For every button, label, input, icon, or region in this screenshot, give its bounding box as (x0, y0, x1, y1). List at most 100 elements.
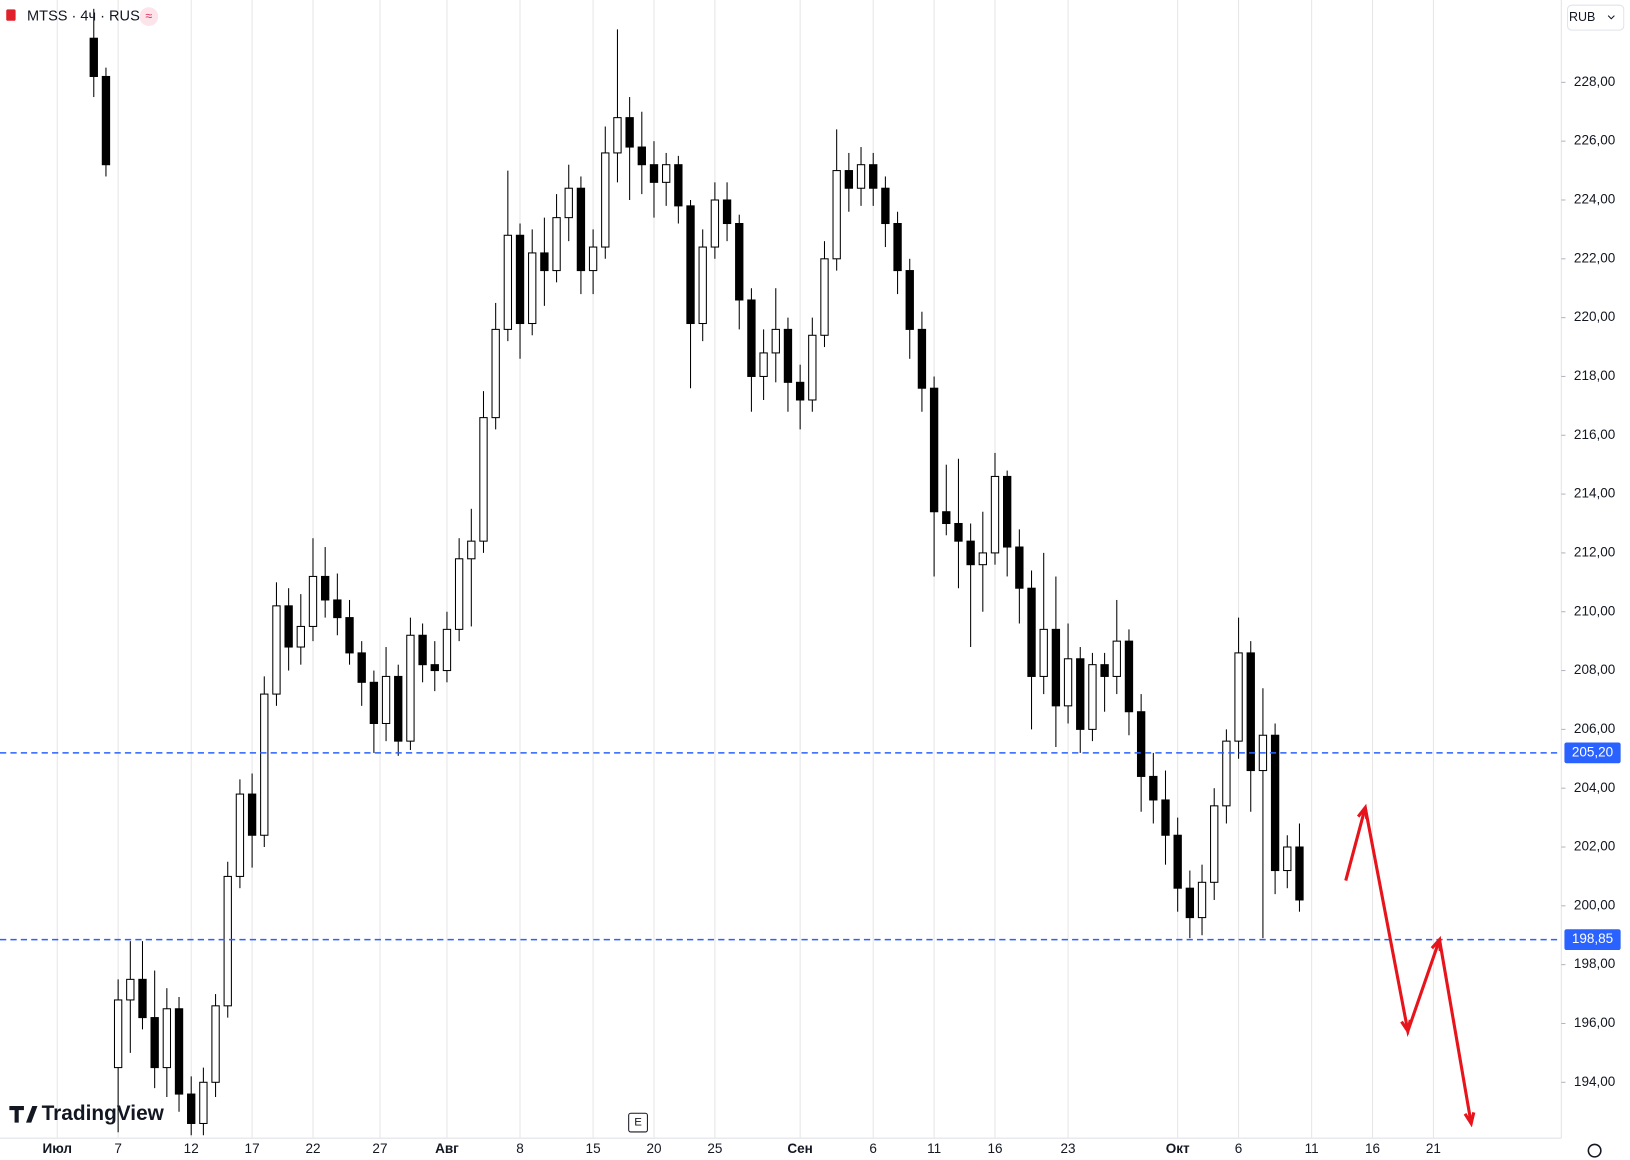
y-tick-label: 226,00 (1574, 133, 1615, 148)
y-tick-label: 222,00 (1574, 250, 1615, 265)
x-tick-label: 20 (646, 1141, 661, 1156)
candle-body (722, 199, 732, 225)
candle-body (832, 170, 841, 260)
y-tick-label: 206,00 (1574, 721, 1615, 736)
candle-body (954, 522, 963, 542)
candle-body (698, 246, 707, 325)
candle-body (576, 187, 586, 272)
candle-body (893, 222, 902, 272)
axes: Июл 7 12 17 22 27 Авг 8 15 20 25 Сен 6 11 16 23 Окт 6 11 16… (42, 74, 1621, 1156)
candle-body (808, 334, 817, 401)
candle-body (601, 152, 610, 248)
candle-body (747, 299, 756, 377)
currency[interactable]: RUB (1569, 10, 1595, 24)
candle-body (1270, 734, 1280, 872)
brand: TradingView (42, 1102, 165, 1125)
candle-body (503, 234, 513, 330)
candle-body (795, 381, 805, 401)
event-marker-box[interactable] (628, 1112, 648, 1133)
candle-body (820, 258, 829, 336)
candle-body (771, 328, 780, 354)
candle-body (1112, 640, 1121, 677)
candle-body (1136, 711, 1146, 777)
candle-body (1173, 834, 1182, 889)
candle-body (223, 875, 232, 1007)
candle-body (917, 328, 927, 389)
candle-body (613, 117, 622, 154)
y-tick-label: 228,00 (1574, 74, 1615, 89)
candle-body (1149, 775, 1158, 801)
y-tick-label: 198,00 (1574, 956, 1615, 971)
candle-body (1003, 475, 1012, 548)
candle-body (929, 387, 939, 513)
candle-body (856, 164, 866, 189)
y-tick-label: 212,00 (1574, 544, 1615, 559)
candle-body (1039, 628, 1048, 677)
y-tick-label: 204,00 (1574, 780, 1615, 795)
candle-body (966, 540, 975, 566)
candle-body (990, 475, 1000, 554)
badge: ≈ (145, 9, 152, 23)
candle-body (89, 37, 98, 77)
candle-body (540, 252, 549, 272)
candle-body (1185, 887, 1195, 919)
candle-body (1027, 587, 1036, 677)
candle-body (881, 187, 890, 225)
x-tick-label: Авг (435, 1141, 459, 1156)
candle-body (1283, 846, 1292, 872)
x-tick-label: 8 (516, 1141, 524, 1156)
candle-body (783, 328, 793, 383)
candle-body (101, 75, 111, 166)
x-tick-label: 27 (372, 1141, 387, 1156)
candle-body (296, 625, 305, 648)
badge-bg (139, 7, 159, 26)
x-tick-label: Окт (1166, 1141, 1190, 1156)
candle-body (418, 634, 427, 666)
candle-body (320, 575, 330, 601)
candle-body (467, 540, 476, 560)
currency-button[interactable] (1567, 4, 1625, 31)
candle-body (174, 1008, 184, 1095)
candle-body (247, 793, 257, 836)
y-tick-label: 220,00 (1574, 309, 1615, 324)
brand-logo (9, 1105, 38, 1123)
x-tick-label: 22 (305, 1141, 320, 1156)
candle-body (759, 352, 768, 377)
candle-body (454, 558, 464, 630)
candle-body (211, 1005, 220, 1083)
plot (0, 8, 1562, 1136)
candle-body (1234, 652, 1243, 742)
candle-body (333, 599, 342, 619)
candle-body (126, 978, 135, 1001)
candle-body (1295, 846, 1304, 901)
x-tick-label: 15 (586, 1141, 601, 1156)
candle-body (661, 164, 671, 183)
y-tick-label: 224,00 (1574, 192, 1615, 207)
candle-body (1246, 652, 1255, 772)
candle-body (1124, 640, 1134, 713)
x-tick-label: 6 (869, 1141, 877, 1156)
x-tick-label: 12 (184, 1141, 199, 1156)
candle-body (844, 170, 854, 189)
y-tick-label: 200,00 (1574, 897, 1615, 912)
level-label: 198,85 (1572, 931, 1613, 946)
candle-body (199, 1081, 208, 1124)
candle-body (528, 252, 537, 325)
x-tick-label: Июл (42, 1141, 72, 1156)
candle-body (1076, 658, 1085, 730)
candle-body (905, 270, 914, 330)
candle-body (1197, 881, 1207, 919)
event-marker[interactable]: E (634, 1117, 642, 1129)
candle-body (345, 617, 354, 654)
candle-body (1063, 658, 1073, 707)
candle-body (260, 693, 269, 836)
candle-body (272, 605, 281, 695)
candle-body (637, 146, 646, 166)
candle-body (564, 187, 573, 219)
settings-icon[interactable] (1587, 1143, 1602, 1158)
candle-body (710, 199, 720, 248)
candle-body (515, 234, 525, 325)
candle-body (942, 511, 951, 525)
